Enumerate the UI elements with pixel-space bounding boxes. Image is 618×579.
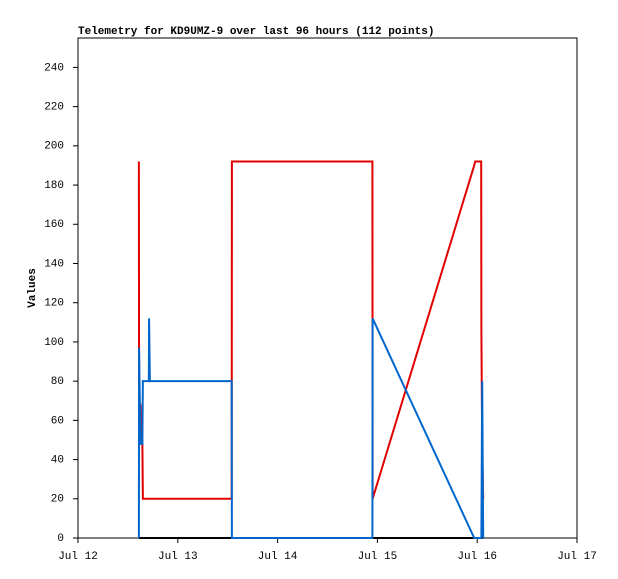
- chart-title: Telemetry for KD9UMZ-9 over last 96 hour…: [78, 26, 434, 38]
- x-tick-label: Jul 14: [258, 551, 298, 563]
- y-tick-label: 160: [44, 219, 64, 231]
- series-line: [137, 160, 485, 500]
- x-tick-label: Jul 16: [457, 551, 497, 563]
- series-line: [137, 317, 485, 539]
- x-tick-label: Jul 12: [58, 551, 98, 563]
- y-tick-label: 140: [44, 258, 64, 270]
- y-tick-label: 0: [57, 533, 64, 545]
- y-tick-label: 200: [44, 141, 64, 153]
- y-tick-label: 40: [51, 454, 64, 466]
- x-tick-label: Jul 17: [557, 551, 597, 563]
- y-tick-label: 60: [51, 415, 64, 427]
- plot-frame: [77, 37, 578, 539]
- y-tick-label: 180: [44, 180, 64, 192]
- y-axis-label: Values: [27, 268, 39, 308]
- y-tick-label: 240: [44, 62, 64, 74]
- x-tick-label: Jul 15: [358, 551, 398, 563]
- y-tick-label: 120: [44, 298, 64, 310]
- y-tick-label: 220: [44, 102, 64, 114]
- y-tick-label: 20: [51, 494, 64, 506]
- y-tick-label: 80: [51, 376, 64, 388]
- x-tick-label: Jul 13: [158, 551, 198, 563]
- y-tick-label: 100: [44, 337, 64, 349]
